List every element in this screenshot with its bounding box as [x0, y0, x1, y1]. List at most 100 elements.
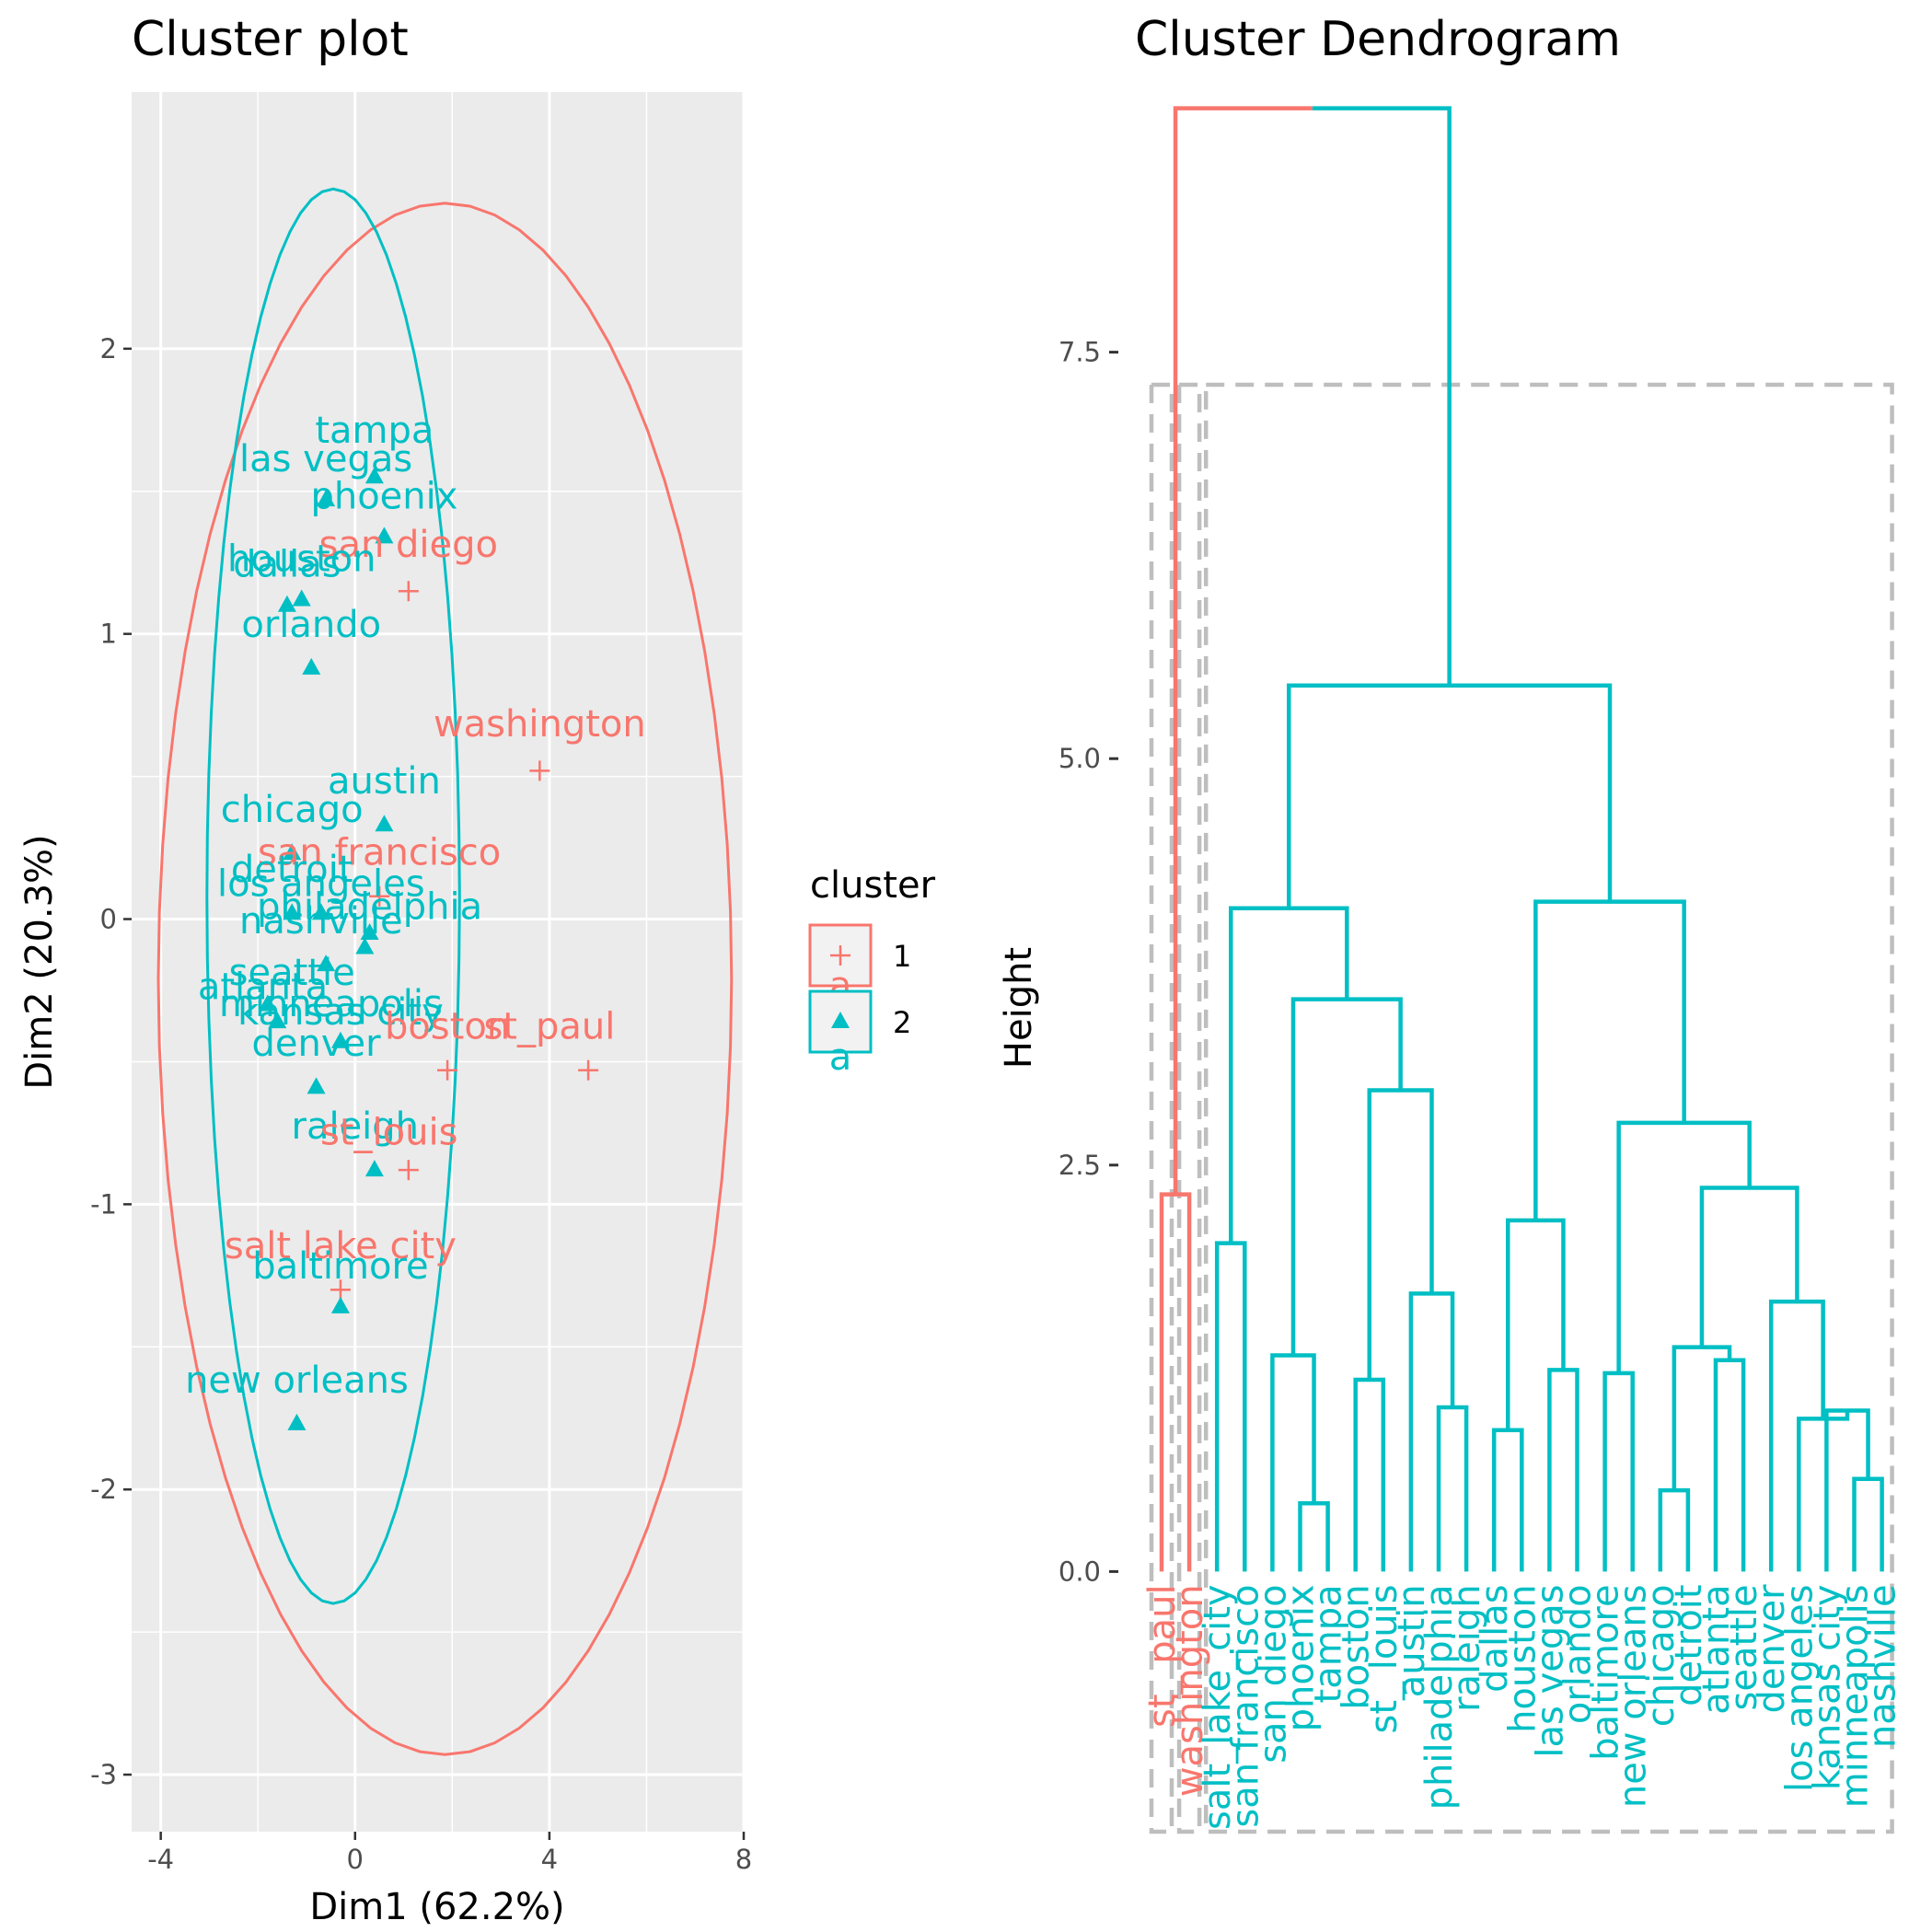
leaf-label-las-vegas: las vegas — [1529, 1584, 1571, 1757]
cluster-box-3 — [1203, 382, 1894, 1834]
y-tick-label: 1 — [100, 619, 117, 650]
x-tick-label: 4 — [541, 1844, 558, 1875]
leaf-label-houston: houston — [1501, 1584, 1544, 1733]
y-tick-label: -1 — [90, 1188, 117, 1220]
point-label-kansas-city: kansas city — [237, 991, 444, 1034]
point-label-boston: boston — [385, 1006, 510, 1048]
point-san-francisco — [369, 885, 390, 907]
point-label-denver: denver — [252, 1023, 382, 1065]
point-label-austin: austin — [328, 760, 441, 803]
cluster-ellipses — [156, 187, 734, 1756]
point-baltimore — [330, 1296, 350, 1313]
leaf-label-detroit: detroit — [1668, 1584, 1710, 1706]
y-axis-title: Dim2 (20.3%) — [18, 834, 61, 1089]
chart-title: Cluster plot — [132, 12, 409, 67]
leaf-label-san-diego: san diego — [1252, 1584, 1294, 1763]
dendrogram-title: Cluster Dendrogram — [1135, 12, 1621, 67]
point-label-washington: washington — [434, 703, 646, 746]
leaf-label-washington: washington — [1169, 1584, 1211, 1797]
dendrogram-branch-m3 — [1270, 1353, 1316, 1572]
axes: -4 0 4 8 -3 -2 -1 0 1 2 — [90, 333, 752, 1875]
cluster-box-1 — [1149, 382, 1174, 1834]
dendrogram-branch-m13 — [1506, 1218, 1566, 1430]
leaf-label-dallas: dallas — [1474, 1584, 1516, 1692]
dendrogram-branch-m26-left — [1173, 106, 1313, 1195]
leaf-label-tampa: tampa — [1308, 1584, 1350, 1703]
point-boston — [437, 1059, 458, 1081]
point-label-houston: houston — [227, 538, 376, 581]
dendrogram-y-tick-label: 7.5 — [1059, 337, 1101, 368]
leaf-label-seattle: seattle — [1723, 1584, 1765, 1710]
point-label-detroit: detroit — [231, 849, 353, 891]
point-label-los-angeles: los angeles — [217, 863, 425, 906]
point-atlanta — [258, 994, 277, 1012]
point-label-philadelphia: philadelphia — [257, 886, 482, 929]
dendrogram-branch-m8 — [1290, 997, 1403, 1356]
y-tick-label: 0 — [100, 904, 117, 935]
dendrogram-branch-m15 — [1713, 1358, 1746, 1572]
point-label-san-francisco: san francisco — [258, 832, 501, 874]
leaf-label-st-paul: st_ paul — [1141, 1584, 1184, 1728]
x-tick-label: -4 — [147, 1844, 174, 1875]
point-label-orlando: orlando — [241, 604, 381, 646]
point-nashville — [355, 937, 375, 954]
point-label-baltimore: baltimore — [252, 1245, 428, 1288]
point-chicago — [283, 843, 302, 861]
point-label-salt-lake-city: salt lake city — [225, 1225, 457, 1267]
point-las-vegas — [317, 490, 336, 507]
point-label-new-orleans: new orleans — [185, 1359, 409, 1402]
dendrogram-y-tick-label: 5.0 — [1059, 743, 1101, 774]
point-label-raleigh: raleigh — [292, 1105, 420, 1148]
legend-entries: a 1 a2 — [808, 923, 911, 1079]
dendrogram-branch-m11 — [1491, 1428, 1524, 1572]
gridlines — [132, 92, 746, 1832]
leaf-label-baltimore: baltimore — [1585, 1584, 1627, 1760]
point-salt-lake-city — [330, 1279, 351, 1301]
point-raleigh — [364, 1160, 384, 1177]
legend-key-letter: a — [829, 1036, 852, 1079]
point-label-san-diego: san diego — [319, 524, 498, 566]
dendrogram-branch-m17 — [1852, 1476, 1884, 1572]
dendrogram-branch-m18 — [1824, 1408, 1870, 1572]
dendrogram-y-tick-label: 2.5 — [1059, 1150, 1101, 1181]
point-dallas — [277, 595, 296, 612]
dendrogram-branch-m25 — [1287, 683, 1613, 908]
leaf-label-kansas-city: kansas city — [1806, 1584, 1848, 1790]
dendrogram-branch-m22 — [1602, 1371, 1635, 1572]
leaf-label-new-orleans: new orleans — [1613, 1584, 1655, 1808]
leaf-label-salt-lake-city: salt_lake_city — [1197, 1584, 1239, 1830]
leaf-label-atlanta: atlanta — [1695, 1584, 1738, 1714]
point-denver — [307, 1077, 326, 1094]
dendrogram-branch-m12 — [1547, 1368, 1579, 1572]
point-label-atlanta: atlanta — [198, 966, 328, 1008]
cluster-1-ellipse — [156, 202, 734, 1756]
dendrogram-branch-m2 — [1298, 1500, 1330, 1572]
y-tick-label: -2 — [90, 1474, 117, 1505]
point-st-louis — [398, 1160, 419, 1181]
point-new-orleans — [287, 1413, 307, 1430]
cluster-2-ellipse — [205, 187, 461, 1605]
data-points — [258, 467, 599, 1430]
point-san-diego — [398, 581, 419, 602]
point-los-angeles — [311, 903, 330, 920]
point-label-seattle: seattle — [229, 952, 355, 994]
dendrogram-branch-m6 — [1408, 1291, 1455, 1572]
leaf-label-los-angeles: los angeles — [1778, 1584, 1821, 1792]
point-label-phoenix: phoenix — [310, 475, 457, 517]
cluster-rect-boxes — [1149, 382, 1894, 1834]
dendrogram-branch-m5 — [1436, 1405, 1469, 1572]
dendrogram-branch-m26-right — [1312, 106, 1452, 686]
dendrogram-y-axis-title: Height — [998, 947, 1040, 1069]
leaf-label-philadelphia: philadelphia — [1418, 1584, 1461, 1810]
y-tick-label: -3 — [90, 1759, 117, 1790]
point-label-minneapolis: minneapolis — [219, 983, 443, 1025]
dendrogram-branch-m16 — [1672, 1345, 1732, 1491]
y-tick-label: 2 — [100, 333, 117, 364]
point-orlando — [302, 657, 321, 675]
leaf-label-orlando: orlando — [1557, 1584, 1600, 1724]
point-label-dallas: dallas — [233, 544, 341, 586]
leaf-label-raleigh: raleigh — [1446, 1584, 1488, 1712]
point-label-chicago: chicago — [221, 789, 364, 831]
